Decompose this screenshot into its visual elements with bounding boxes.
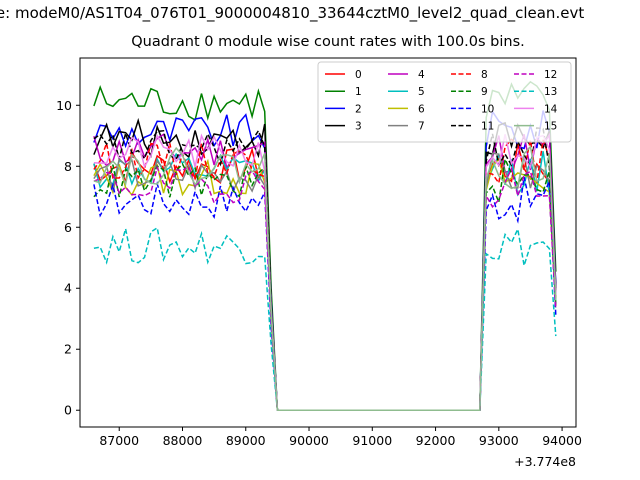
legend-box	[317, 61, 572, 143]
legend-label: 8	[481, 69, 488, 81]
series-lines	[93, 80, 557, 411]
legend-label: 3	[355, 121, 362, 133]
x-tick-label: 89000	[226, 433, 266, 448]
x-tick-label: 88000	[163, 433, 203, 448]
legend-label: 5	[418, 86, 425, 98]
x-tick-label: 94000	[542, 433, 582, 448]
legend-label: 7	[418, 121, 425, 133]
x-tick-label: 92000	[416, 433, 456, 448]
chart-title: Quadrant 0 module wise count rates with …	[131, 34, 525, 50]
x-tick-label: 93000	[479, 433, 519, 448]
plot-frame	[79, 57, 577, 428]
legend-label: 12	[544, 69, 557, 81]
series-line-13	[93, 226, 557, 411]
legend-label: 4	[418, 69, 425, 81]
legend-label: 14	[544, 103, 558, 115]
y-tick-label: 8	[64, 159, 72, 174]
legend-label: 6	[418, 103, 425, 115]
legend-label: 11	[481, 121, 494, 133]
x-offset-label: +3.774e8	[514, 454, 576, 469]
legend-label: 10	[481, 103, 494, 115]
figure-suptitle: Curves from file: modeM0/AS1T04_076T01_9…	[0, 4, 585, 22]
y-tick-label: 4	[64, 281, 72, 296]
series-line-15	[93, 145, 557, 411]
legend-label: 9	[481, 86, 488, 98]
y-tick-label: 10	[56, 98, 72, 113]
x-tick-label: 87000	[99, 433, 139, 448]
legend-label: 2	[355, 103, 362, 115]
x-axis: 87000 88000 89000 90000 91000 92000 93000 94000	[99, 427, 582, 448]
x-tick-label: 90000	[289, 433, 329, 448]
legend-label: 0	[355, 69, 362, 81]
x-tick-label: 91000	[352, 433, 392, 448]
series-line-10	[93, 176, 557, 411]
y-tick-label: 6	[64, 220, 72, 235]
y-axis: 0 2 4 6 8 10	[56, 98, 80, 418]
y-tick-label: 0	[64, 403, 72, 418]
legend-label: 13	[544, 86, 557, 98]
legend-label: 15	[544, 121, 557, 133]
y-tick-label: 2	[64, 342, 72, 357]
legend-label: 1	[355, 86, 362, 98]
